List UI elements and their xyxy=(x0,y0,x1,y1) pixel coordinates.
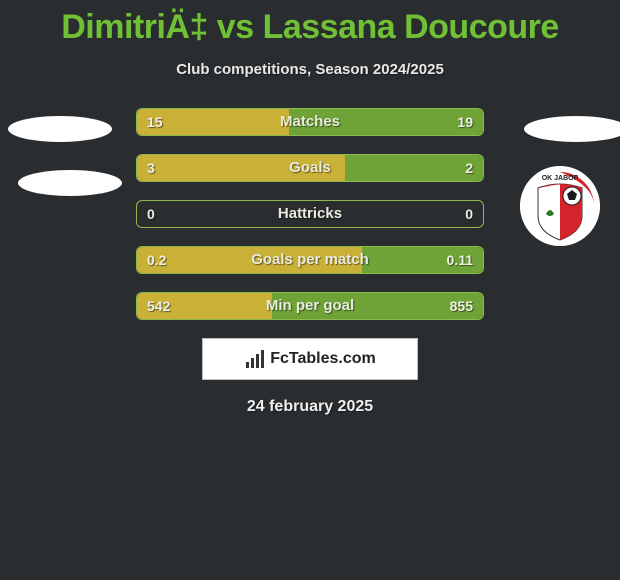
subtitle: Club competitions, Season 2024/2025 xyxy=(0,61,620,78)
stat-fill-right xyxy=(362,247,483,273)
player2-badge-1 xyxy=(524,116,620,142)
player2-club-logo: OK JABOP xyxy=(520,166,600,246)
date-text: 24 february 2025 xyxy=(0,398,620,416)
stat-row: 0.20.11Goals per match xyxy=(136,246,484,274)
player1-badge-2 xyxy=(18,170,122,196)
stat-fill-left xyxy=(137,155,345,181)
brand-text: FcTables.com xyxy=(270,350,376,368)
stat-fill-right xyxy=(272,293,483,319)
stat-row: 32Goals xyxy=(136,154,484,182)
svg-text:OK JABOP: OK JABOP xyxy=(542,175,579,182)
player1-badge-1 xyxy=(8,116,112,142)
javor-shield-icon: OK JABOP xyxy=(520,166,600,246)
stat-fill-left xyxy=(137,109,289,135)
stat-row: 542855Min per goal xyxy=(136,292,484,320)
stat-fill-right xyxy=(289,109,483,135)
stat-row: 1519Matches xyxy=(136,108,484,136)
comparison-area: OK JABOP 1519Matches 32Goals 0 0Hattricks 0.… xyxy=(0,108,620,416)
stat-fill-left xyxy=(137,293,272,319)
brand-chart-icon xyxy=(244,348,266,370)
stat-value-right: 0 xyxy=(465,201,473,227)
stat-fill-right xyxy=(345,155,483,181)
stat-fill-left xyxy=(137,247,362,273)
stat-row: 0 0Hattricks xyxy=(136,200,484,228)
stat-bars: 1519Matches 32Goals 0 0Hattricks 0.20.11Goal… xyxy=(136,108,484,320)
stat-value-left: 0 xyxy=(147,201,155,227)
brand-box[interactable]: FcTables.com xyxy=(202,338,418,380)
page-title: DimitriÄ‡ vs Lassana Doucoure xyxy=(0,0,620,47)
stat-label: Hattricks xyxy=(137,201,483,227)
